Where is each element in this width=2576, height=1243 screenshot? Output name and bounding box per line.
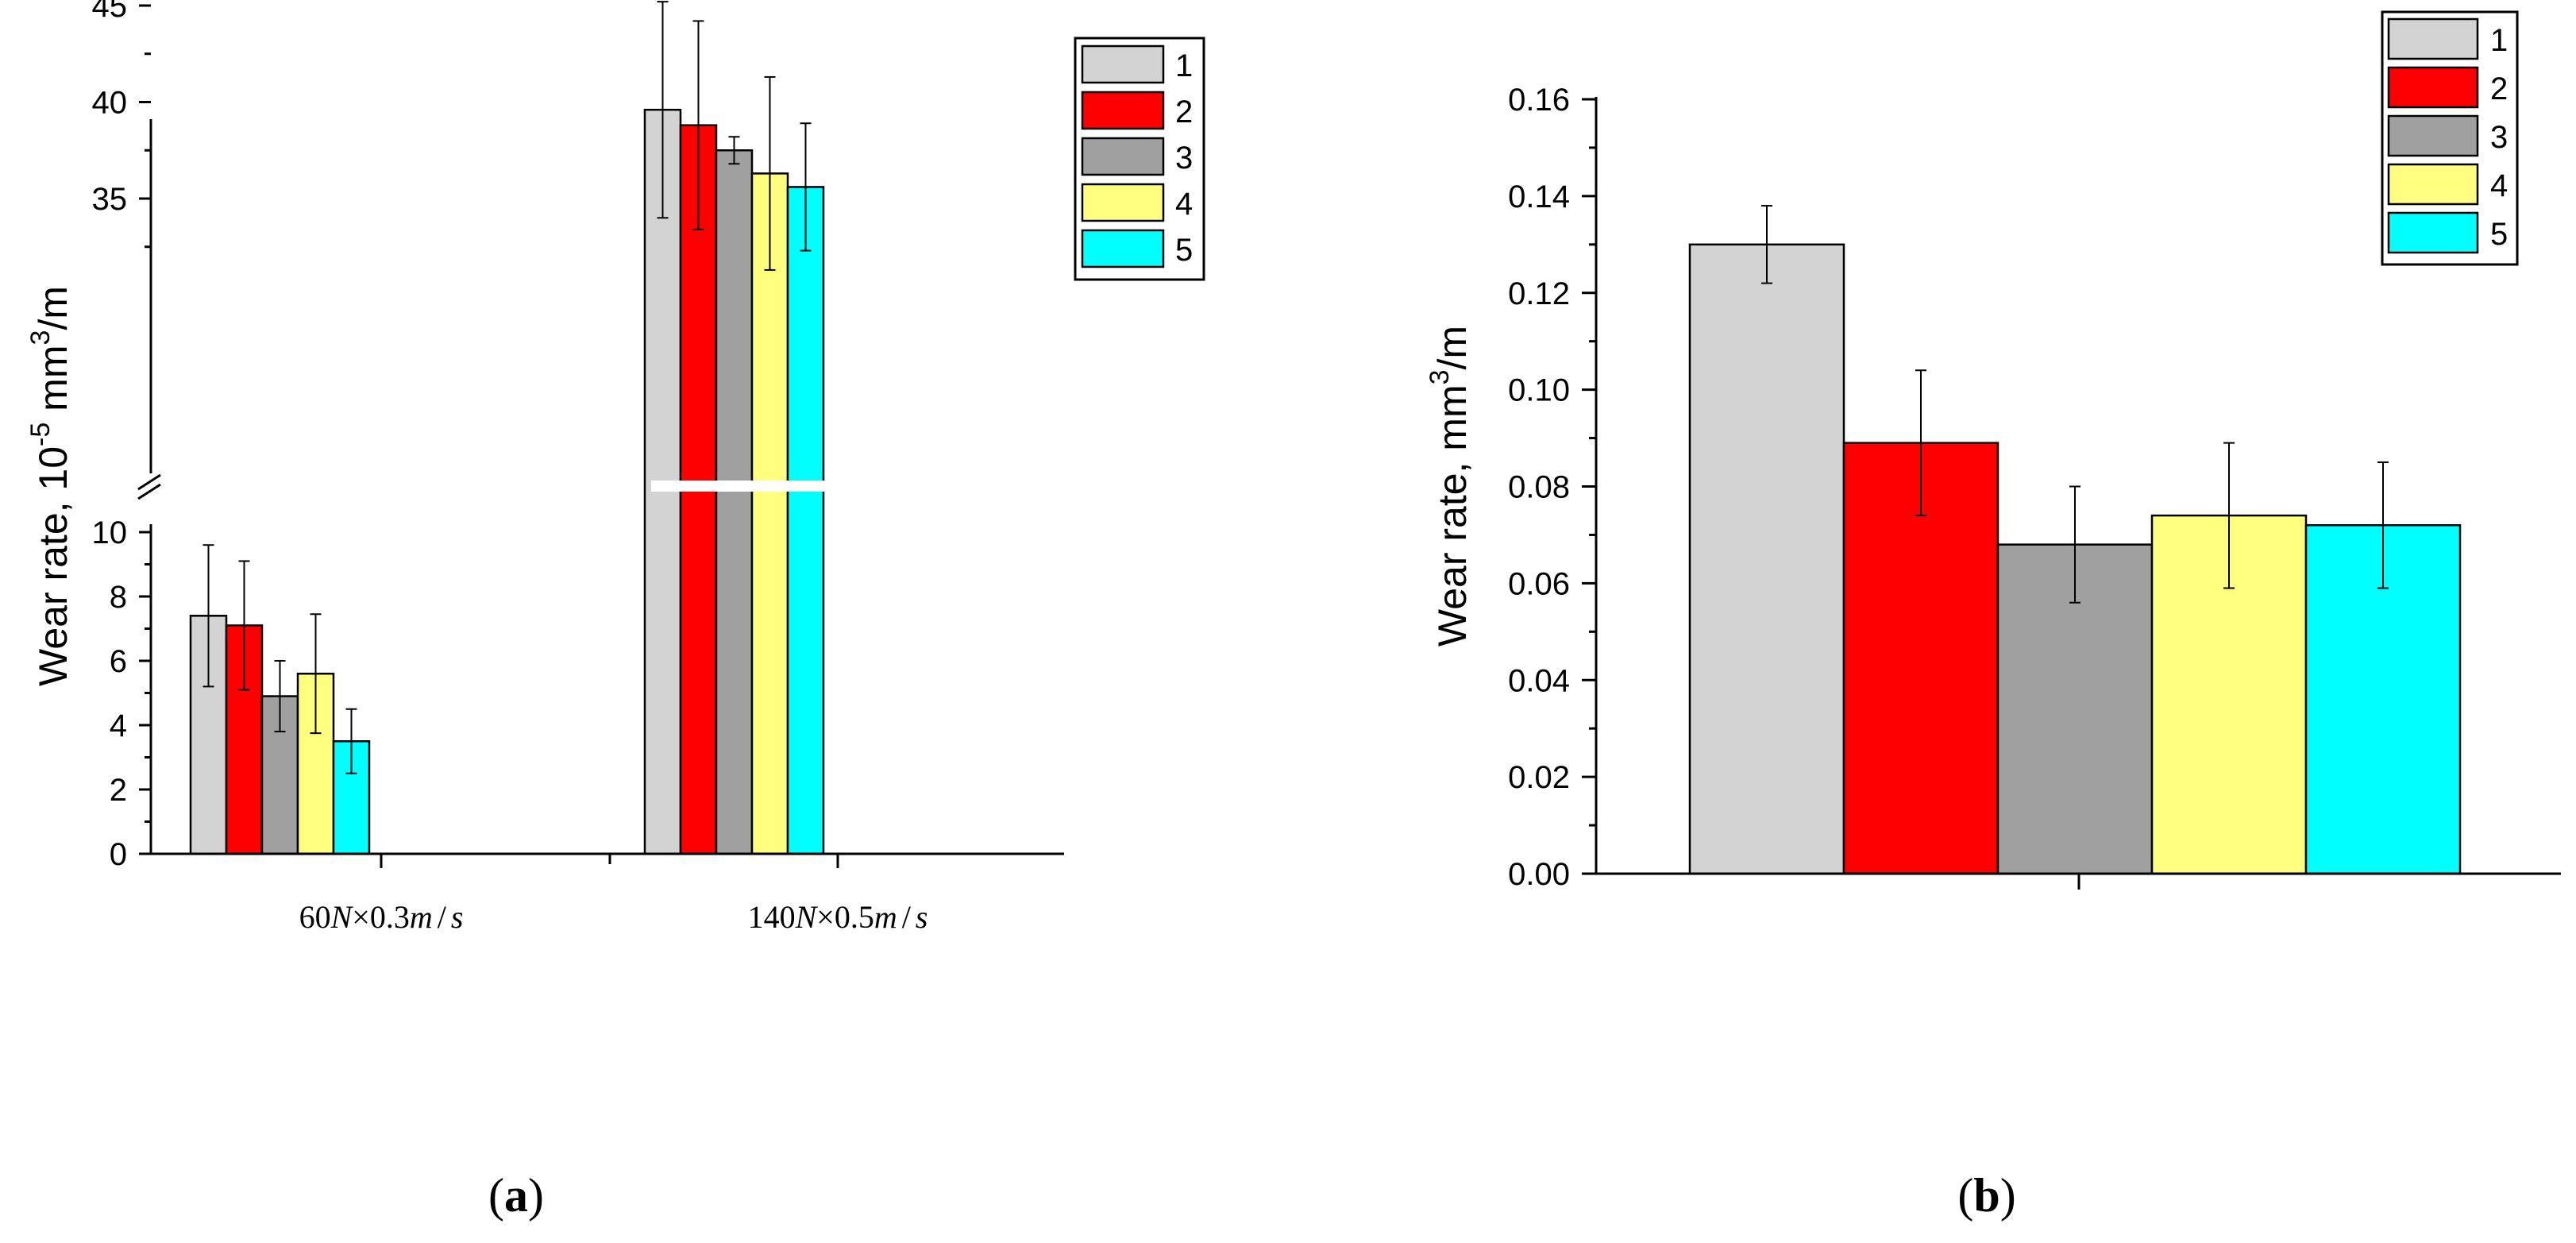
chart-b-y-tick-label: 0.16	[1508, 83, 1570, 118]
chart-a-ylabel: Wear rate, 10-5 mm3/m	[25, 286, 75, 686]
chart-b-ylabel: Wear rate, mm3/m	[1425, 326, 1475, 647]
cat-a0-var3: s	[451, 899, 464, 935]
panel-a-close-paren: )	[528, 1169, 544, 1222]
chart-a-legend-label: 2	[1175, 95, 1193, 129]
cat-a0-num1: 60	[299, 899, 331, 935]
chart-b-ylabel-tail: /m	[1430, 326, 1475, 370]
chart-a-ylabel-unit-exp: 3	[25, 330, 56, 345]
chart-a-axis-break-mark	[137, 473, 161, 491]
cat-a1-num1: 140	[748, 899, 796, 935]
panel-b-close-paren: )	[2000, 1169, 2016, 1222]
cat-a0-num2: 0.3	[370, 899, 410, 935]
chart-a-legend: 1 2 3 4 5	[1074, 37, 1205, 281]
chart-a-legend-label: 3	[1175, 141, 1193, 176]
chart-a-break-band	[651, 481, 1024, 492]
chart-a-legend-label: 1	[1175, 48, 1193, 83]
chart-b-legend-label: 4	[2490, 168, 2508, 203]
chart-b-y-ticks: 0.00 0.02 0.04 0.06 0.08 0.10 0.12 0.14 0.16	[1508, 83, 1596, 892]
chart-a-ylabel-tail: /m	[31, 286, 75, 330]
chart-a-legend-swatch	[1081, 91, 1165, 130]
panel-a-letter: a	[504, 1169, 528, 1222]
chart-a-panel-label: (a)	[488, 1169, 544, 1222]
chart-b-legend-swatch	[2387, 163, 2479, 206]
chart-b-y-tick-label: 0.10	[1508, 373, 1570, 408]
cat-a1-var3: s	[916, 899, 928, 935]
cat-a0-var2: m	[410, 899, 433, 935]
chart-a-y-tick-label: 40	[92, 86, 128, 121]
chart-b-y-tick-label: 0.04	[1508, 663, 1570, 698]
cat-a1-num2: 0.5	[835, 899, 874, 935]
chart-a-y-tick-label: 45	[92, 0, 128, 24]
chart-a-legend-label: 4	[1175, 187, 1193, 222]
chart-b-legend-label: 1	[2490, 23, 2508, 58]
panel-b-open-paren: (	[1957, 1169, 1973, 1222]
panel-a-open-paren: (	[488, 1169, 504, 1222]
chart-a-x-ticks	[380, 854, 839, 868]
chart-a-ylabel-main: Wear rate, 10	[31, 446, 75, 686]
chart-a-axis-break-mark	[137, 483, 161, 500]
chart-a-y-tick-label: 6	[110, 644, 127, 679]
chart-b: 0.00 0.02 0.04 0.06 0.08 0.10 0.12 0.14 0.16 Wea…	[1425, 10, 2561, 1222]
chart-a-legend-swatch	[1081, 137, 1165, 176]
chart-a-y-tick-label: 0	[110, 837, 127, 872]
chart-a-y-tick-label: 4	[110, 708, 127, 743]
chart-b-ylabel-exp: 3	[1425, 369, 1455, 384]
chart-b-error-bars	[1761, 205, 2389, 604]
chart-a-y-ticks: 024681035404550	[92, 0, 151, 872]
cat-a1-var1: N	[795, 899, 819, 935]
chart-a-bar	[715, 149, 754, 855]
chart-b-legend-swatch	[2387, 211, 2479, 254]
cat-a0-slash: /	[438, 899, 447, 935]
panel-b-letter: b	[1973, 1169, 1999, 1222]
chart-a-legend-swatch	[1081, 229, 1165, 268]
chart-b-legend-label: 2	[2490, 71, 2508, 106]
cat-a1-op: ×	[816, 899, 835, 935]
chart-b-y-tick-label: 0.02	[1508, 760, 1570, 795]
cat-a0-op: ×	[352, 899, 370, 935]
cat-a0-var1: N	[330, 899, 354, 935]
chart-b-panel-label: (b)	[1957, 1169, 2015, 1222]
chart-b-ylabel-main: Wear rate, mm	[1430, 384, 1475, 647]
chart-a-error-bars	[202, 1, 812, 774]
chart-b-legend-swatch	[2387, 17, 2479, 60]
chart-a-ylabel-exp: -5	[25, 423, 56, 446]
chart-a-category-label: 60N×0.3m / s	[299, 899, 464, 935]
chart-a-bar	[750, 172, 789, 855]
chart-b-bar	[1688, 243, 1845, 875]
chart-a-legend-swatch	[1081, 44, 1165, 84]
chart-b-legend-swatch	[2387, 66, 2479, 109]
chart-b-legend-label: 3	[2490, 120, 2508, 155]
chart-b-legend-label: 5	[2490, 217, 2508, 252]
chart-a-y-tick-label: 8	[110, 580, 127, 615]
chart-a-legend-swatch	[1081, 183, 1165, 222]
chart-b-legend-swatch	[2387, 114, 2479, 157]
chart-b-y-tick-label: 0.12	[1508, 276, 1570, 311]
chart-a-y-tick-label: 10	[92, 515, 128, 550]
cat-a1-slash: /	[902, 899, 912, 935]
chart-a-category-label: 140N×0.5m / s	[748, 899, 928, 935]
chart-b-legend: 1 2 3 4 5	[2381, 10, 2519, 266]
chart-b-bars	[1688, 243, 2462, 875]
chart-a-bar	[786, 186, 825, 855]
cat-a1-var2: m	[874, 899, 897, 935]
chart-a-legend-label: 5	[1175, 233, 1193, 268]
chart-b-y-tick-label: 0.06	[1508, 566, 1570, 601]
chart-a: 024681035404550 Wear rate, 10-5 mm3/m 60…	[25, 0, 1205, 1222]
chart-b-y-tick-label: 0.00	[1508, 857, 1570, 892]
chart-b-y-tick-label: 0.14	[1508, 180, 1570, 214]
chart-b-y-tick-label: 0.08	[1508, 470, 1570, 505]
chart-a-ylabel-unit: mm	[31, 345, 75, 423]
chart-a-y-tick-label: 35	[92, 182, 128, 217]
chart-a-y-tick-label: 2	[110, 773, 127, 808]
